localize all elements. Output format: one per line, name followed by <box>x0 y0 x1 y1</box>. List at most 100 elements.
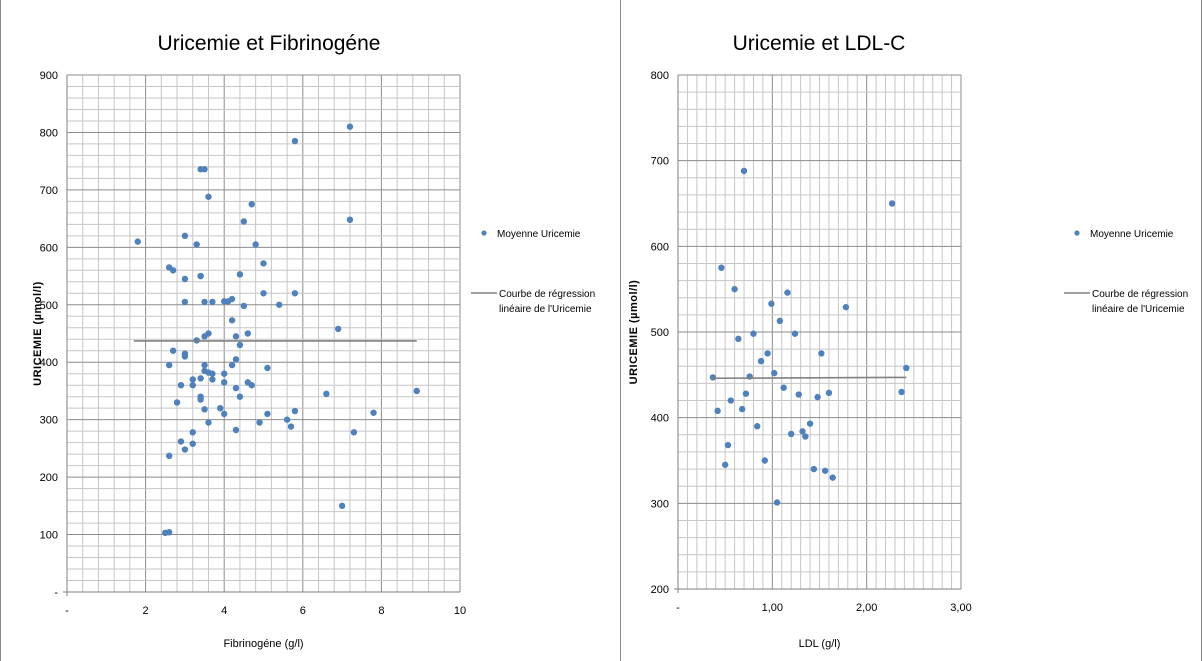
legend-label-line: Courbe de régression linéaire de l'Uricem… <box>1092 289 1188 315</box>
data-point <box>346 216 354 223</box>
x-tick-label: - <box>676 602 680 614</box>
chart-title: Uricemie et Fibrinogéne <box>158 32 381 55</box>
data-point <box>802 433 809 440</box>
data-point <box>283 416 291 423</box>
data-point <box>197 375 204 382</box>
grid-lines <box>677 74 962 590</box>
legend: Moyenne Uricemie Courbe de régression liné… <box>1064 229 1188 315</box>
data-point <box>162 529 169 537</box>
data-point <box>252 241 259 248</box>
data-point <box>334 325 342 333</box>
x-tick-label: 2 <box>143 605 149 617</box>
data-point <box>193 241 200 248</box>
y-tick-label: 200 <box>40 472 58 484</box>
data-point <box>248 201 255 208</box>
y-tick-label: 300 <box>40 415 58 427</box>
data-point <box>791 330 799 337</box>
data-point <box>821 467 829 474</box>
y-tick-label: 600 <box>651 241 669 253</box>
data-point <box>201 298 208 306</box>
data-point <box>197 272 204 280</box>
x-tick-label: - <box>65 605 69 617</box>
data-point <box>221 379 228 386</box>
data-point <box>181 275 189 283</box>
data-point <box>240 302 248 310</box>
y-tick-label: 400 <box>40 357 58 369</box>
data-point <box>888 200 896 207</box>
data-point <box>134 238 141 245</box>
y-tick-label: 800 <box>40 127 58 139</box>
data-point <box>718 264 725 271</box>
data-point <box>248 382 255 389</box>
y-tick-label: 400 <box>651 413 669 425</box>
data-point <box>291 407 299 415</box>
legend-label-line: Courbe de régression linéaire de l'Uricem… <box>499 289 595 315</box>
data-point <box>413 387 420 395</box>
data-point <box>209 298 216 306</box>
data-point <box>771 369 778 377</box>
data-point <box>742 390 750 397</box>
legend-label-points: Moyenne Uricemie <box>1090 229 1174 240</box>
y-tick-label: 900 <box>40 70 58 82</box>
data-point <box>181 232 189 240</box>
legend: Moyenne Uricemie Courbe de régression liné… <box>471 229 595 315</box>
data-point <box>761 457 768 464</box>
data-point <box>260 290 267 297</box>
data-point <box>201 406 208 413</box>
data-point <box>169 267 177 274</box>
data-point <box>799 428 806 435</box>
x-axis-label: LDL (g/l) <box>799 638 841 650</box>
data-point <box>209 370 216 377</box>
data-point <box>197 166 204 173</box>
data-point <box>177 382 185 389</box>
data-point <box>228 317 236 324</box>
data-point <box>232 426 240 434</box>
data-point <box>724 441 732 449</box>
data-point <box>780 384 787 391</box>
data-point <box>727 397 735 404</box>
x-tick-label: 8 <box>378 605 384 617</box>
data-point <box>754 423 761 430</box>
data-point <box>788 430 795 438</box>
legend-label-line-part2: linéaire de l'Uricemie <box>499 304 592 315</box>
x-tick-label: 1,00 <box>762 602 783 614</box>
data-point <box>221 410 228 418</box>
data-point <box>201 361 208 369</box>
data-point <box>757 357 765 365</box>
data-point <box>898 388 905 396</box>
scatter-points <box>709 167 910 506</box>
data-point <box>228 361 236 369</box>
x-axis-label: Fibrinogéne (g/l) <box>223 638 303 650</box>
data-point <box>291 137 299 145</box>
data-point <box>814 393 821 401</box>
data-point <box>236 393 244 400</box>
data-point <box>264 364 271 372</box>
data-point <box>750 330 757 337</box>
y-tick-label: 700 <box>40 185 58 197</box>
data-point <box>773 499 781 506</box>
data-point <box>244 330 251 337</box>
data-point <box>776 317 784 325</box>
data-point <box>209 376 216 383</box>
data-point <box>731 285 738 293</box>
data-point <box>177 438 185 445</box>
y-tick-label: 800 <box>651 70 669 82</box>
regression-line <box>711 376 907 380</box>
data-point <box>181 446 189 453</box>
data-point <box>232 333 240 340</box>
chart-fibrinogen-svg: Uricemie et Fibrinogéne - 2 4 6 8 10 - 100 200 300… <box>32 32 595 650</box>
data-point <box>165 361 173 369</box>
legend-label-line-part1: Courbe de régression <box>499 289 595 300</box>
data-point <box>221 370 228 377</box>
legend-marker-points <box>1074 230 1080 236</box>
y-tick-label: 600 <box>40 242 58 254</box>
data-point <box>291 290 299 297</box>
data-point <box>764 350 771 357</box>
legend-label-points: Moyenne Uricemie <box>497 229 581 240</box>
chart-title: Uricemie et LDL-C <box>733 32 906 55</box>
data-point <box>795 391 802 398</box>
data-point <box>217 404 224 412</box>
y-tick-label: 200 <box>651 584 669 596</box>
legend-label-line-part1: Courbe de régression <box>1092 289 1188 300</box>
data-point <box>825 389 833 397</box>
